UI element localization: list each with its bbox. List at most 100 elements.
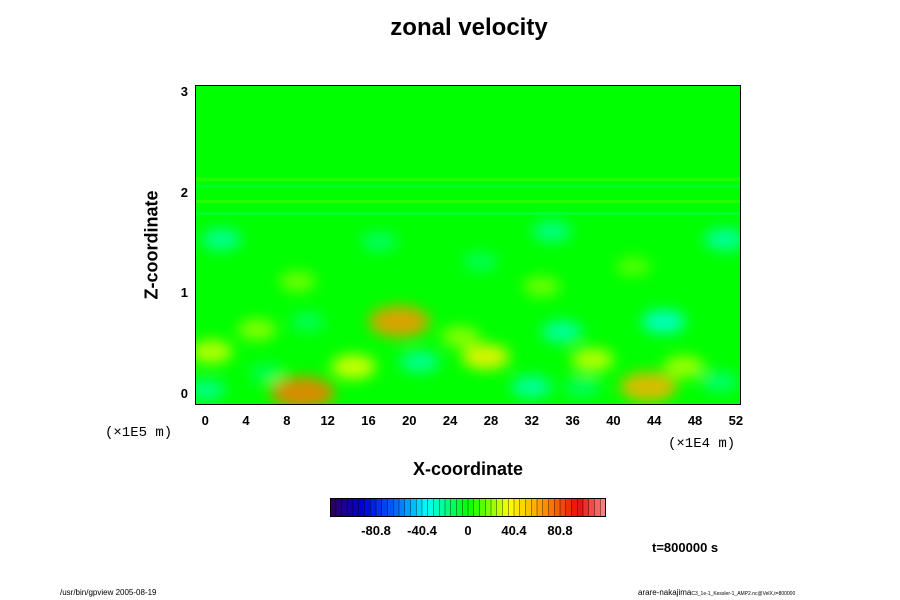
field-feature xyxy=(270,376,335,404)
x-tick-label: 20 xyxy=(402,413,417,428)
colorbar-segment xyxy=(393,498,400,517)
colorbar-segment xyxy=(364,498,371,517)
chart-title: zonal velocity xyxy=(390,14,548,41)
colorbar-segment xyxy=(577,498,584,517)
field-feature xyxy=(331,354,377,379)
colorbar-segment xyxy=(404,498,411,517)
y-tick-label: 2 xyxy=(180,185,188,200)
colorbar-segment xyxy=(537,498,544,517)
colorbar-segment xyxy=(387,498,394,517)
field-feature xyxy=(571,348,614,372)
colorbar-segment xyxy=(358,498,365,517)
colorbar-segment xyxy=(370,498,377,517)
colorbar-segment xyxy=(422,498,429,517)
x-tick-label: 28 xyxy=(483,413,499,428)
field-band xyxy=(196,184,740,188)
colorbar-segment xyxy=(531,498,538,517)
field-feature xyxy=(511,375,552,398)
field-feature xyxy=(701,371,739,393)
field-feature xyxy=(663,355,705,378)
colorbar-segment xyxy=(473,498,480,517)
field-band xyxy=(196,199,740,203)
field-feature xyxy=(440,326,480,348)
x-tick-label: 48 xyxy=(687,413,703,428)
colorbar-segment xyxy=(600,498,606,517)
colorbar-segment xyxy=(565,498,572,517)
colorbar-segment xyxy=(450,498,457,517)
footer-command: /usr/bin/gpview 2005-08-19 xyxy=(60,588,157,597)
colorbar-segment xyxy=(525,498,532,517)
y-tick-label: 0 xyxy=(180,386,188,401)
field-feature xyxy=(532,220,572,243)
x-axis-label: X-coordinate xyxy=(412,459,523,479)
y-tick-label: 3 xyxy=(180,84,188,99)
colorbar-segment xyxy=(588,498,595,517)
footer-file: C3_1e-1_Kessler-1_AMP2.nc@VelX,t=800000 xyxy=(691,591,796,597)
colorbar-segment xyxy=(560,498,567,517)
colorbar-segment xyxy=(491,498,498,517)
colorbar-segment xyxy=(330,498,337,517)
field-feature xyxy=(564,377,601,397)
field-feature xyxy=(541,320,583,343)
colorbar-segment xyxy=(519,498,526,517)
x-tick-label: 52 xyxy=(728,413,744,428)
field-band xyxy=(196,177,740,181)
colorbar-border xyxy=(330,498,606,517)
time-label: t=800000 s xyxy=(652,540,719,555)
field-feature xyxy=(201,228,242,251)
colorbar-segment xyxy=(439,498,446,517)
x-tick-label: 8 xyxy=(283,413,291,428)
x-tick-label: 24 xyxy=(442,413,458,428)
colorbar-segment xyxy=(341,498,348,517)
field-feature xyxy=(290,312,326,332)
colorbar-segment xyxy=(427,498,434,517)
colorbar-segment xyxy=(508,498,515,517)
colorbar-segment xyxy=(462,498,469,517)
field-feature xyxy=(399,351,440,373)
colorbar-segment xyxy=(548,498,555,517)
field-feature xyxy=(196,340,233,364)
colorbar-tick-label: 80.8 xyxy=(547,523,573,538)
footer-source: arare-nakajimaC3_1e-1_Kessler-1_AMP2.nc@… xyxy=(638,588,795,597)
footer-author: arare-nakajima xyxy=(638,588,692,597)
field-feature xyxy=(279,271,317,292)
field-feature xyxy=(620,372,677,402)
field-feature xyxy=(461,344,510,370)
colorbar-segment xyxy=(468,498,475,517)
field-feature xyxy=(641,309,686,334)
field-feature xyxy=(196,379,226,401)
colorbar-segment xyxy=(335,498,342,517)
colorbar-segment xyxy=(485,498,492,517)
colorbar-tick-label: -40.4 xyxy=(407,523,437,538)
x-tick-label: 16 xyxy=(361,413,376,428)
colorbar-segment xyxy=(445,498,452,517)
colorbar-segment xyxy=(381,498,388,517)
colorbar-segment xyxy=(571,498,578,517)
colorbar xyxy=(330,498,606,517)
field-feature xyxy=(615,256,651,277)
x-tick-label: 32 xyxy=(524,413,540,428)
velocity-field xyxy=(196,86,740,404)
field-feature xyxy=(523,276,561,297)
colorbar-segment xyxy=(347,498,354,517)
colorbar-tick-label: -80.8 xyxy=(361,523,391,538)
colorbar-segment xyxy=(583,498,590,517)
field-feature xyxy=(704,228,740,251)
field-feature xyxy=(237,319,277,341)
colorbar-segment xyxy=(353,498,360,517)
field-feature xyxy=(361,231,397,252)
y-unit-label: (×1E5 m) xyxy=(105,425,173,441)
x-tick-label: 36 xyxy=(565,413,580,428)
field-feature xyxy=(368,305,430,338)
y-axis-label: Z-coordinate xyxy=(141,190,162,300)
x-tick-label: 0 xyxy=(201,413,209,428)
colorbar-segment xyxy=(554,498,561,517)
colorbar-segment xyxy=(433,498,440,517)
x-tick-label: 40 xyxy=(606,413,621,428)
colorbar-segment xyxy=(514,498,521,517)
x-tick-label: 44 xyxy=(647,413,662,428)
colorbar-tick-label: 0 xyxy=(464,523,472,538)
x-unit-label: (×1E4 m) xyxy=(668,436,736,452)
x-tick-label: 4 xyxy=(242,413,250,428)
colorbar-segment xyxy=(456,498,463,517)
